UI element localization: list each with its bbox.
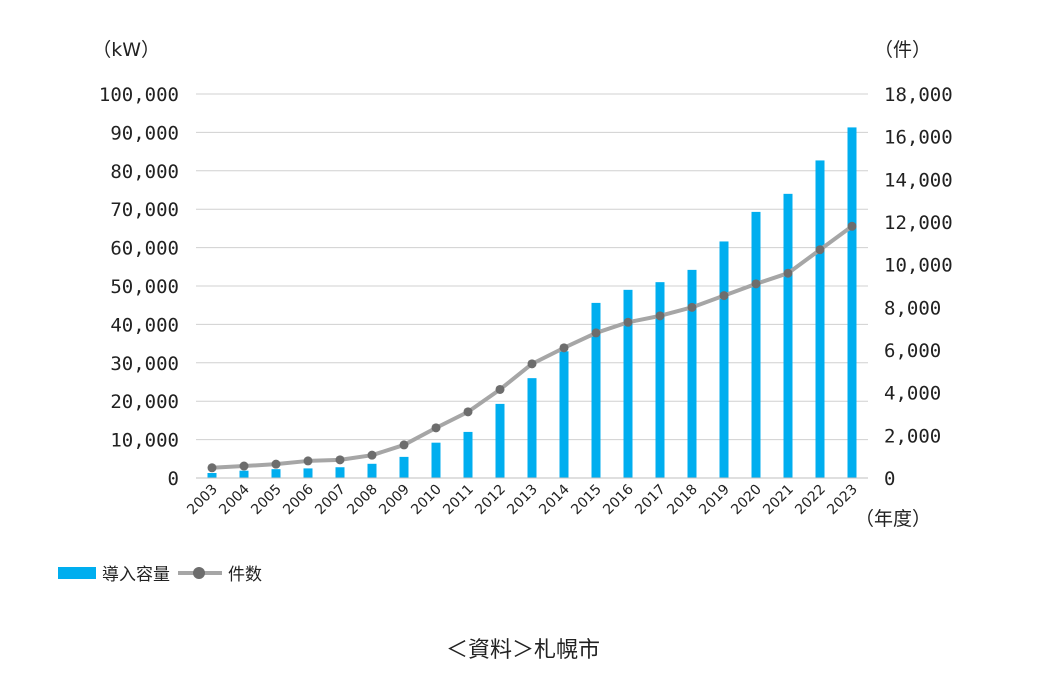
- line-point: [527, 359, 537, 369]
- line-point: [655, 311, 665, 321]
- line-point: [815, 245, 825, 255]
- right-tick-label: 8,000: [884, 297, 941, 319]
- bar: [591, 302, 601, 478]
- left-tick-label: 10,000: [110, 430, 179, 452]
- line-point: [719, 291, 729, 301]
- x-tick-label: 2014: [536, 481, 573, 518]
- bar: [463, 431, 473, 478]
- bar-series: [207, 127, 857, 479]
- x-tick-label: 2021: [760, 482, 797, 519]
- bar: [303, 468, 313, 478]
- line-point: [335, 455, 345, 465]
- right-tick-label: 4,000: [884, 383, 941, 405]
- line-point: [495, 384, 505, 394]
- bar: [431, 442, 441, 478]
- left-tick-label: 90,000: [110, 122, 179, 144]
- x-tick-label: 2017: [632, 482, 669, 519]
- left-tick-label: 100,000: [99, 84, 179, 106]
- right-tick-label: 14,000: [884, 169, 953, 191]
- line-point: [559, 343, 569, 353]
- bar: [847, 127, 857, 479]
- line-point: [239, 461, 249, 471]
- line-point: [751, 279, 761, 289]
- x-tick-label: 2009: [376, 482, 413, 519]
- x-tick-label: 2007: [312, 482, 349, 519]
- bar: [271, 469, 281, 478]
- left-tick-label: 0: [168, 468, 179, 490]
- x-tick-label: 2004: [216, 481, 253, 518]
- x-tick-label: 2010: [408, 482, 445, 519]
- legend-bar-swatch: [58, 566, 96, 579]
- line-point: [623, 317, 633, 327]
- legend-line-label: 件数: [228, 565, 262, 585]
- bar: [367, 463, 377, 478]
- bar: [527, 378, 537, 478]
- right-axis-unit: （件）: [874, 39, 931, 61]
- right-tick-label: 12,000: [884, 212, 953, 234]
- x-tick-label: 2020: [728, 482, 765, 519]
- x-axis-unit: （年度）: [855, 508, 931, 530]
- right-tick-label: 6,000: [884, 340, 941, 362]
- line-point: [783, 268, 793, 278]
- line-point: [847, 221, 857, 231]
- bar: [335, 467, 345, 478]
- chart: 100,000 90,000 80,000 70,000 60,000 50,000 40,…: [92, 39, 953, 530]
- x-tick-label: 2015: [568, 482, 605, 519]
- source-caption: ＜資料＞札幌市: [445, 638, 600, 663]
- line-series: [207, 221, 857, 473]
- bar: [655, 282, 665, 478]
- bar: [495, 403, 505, 478]
- line-point: [207, 463, 217, 473]
- left-axis: 100,000 90,000 80,000 70,000 60,000 50,000 40,…: [99, 84, 179, 490]
- legend-bar-label: 導入容量: [102, 565, 170, 585]
- bar: [239, 470, 249, 478]
- x-tick-label: 2012: [472, 482, 509, 519]
- line-point: [463, 407, 473, 417]
- left-tick-label: 80,000: [110, 161, 179, 183]
- left-tick-label: 70,000: [110, 199, 179, 221]
- x-tick-label: 2016: [600, 481, 637, 518]
- x-tick-label: 2013: [504, 482, 541, 519]
- line-point: [303, 456, 313, 466]
- line-point: [367, 450, 377, 460]
- left-tick-label: 20,000: [110, 391, 179, 413]
- bar: [623, 289, 633, 478]
- right-tick-label: 16,000: [884, 127, 953, 149]
- line-point: [687, 302, 697, 312]
- x-tick-label: 2005: [248, 482, 285, 519]
- x-axis: 2003200420052006200720082009201020112012…: [184, 477, 868, 519]
- bar: [207, 473, 217, 478]
- line-point: [431, 423, 441, 433]
- x-tick-label: 2008: [344, 482, 381, 519]
- right-tick-label: 2,000: [884, 425, 941, 447]
- right-axis: 18,000 16,000 14,000 12,000 10,000 8,000 6,000…: [884, 84, 953, 490]
- left-tick-label: 40,000: [110, 314, 179, 336]
- bar: [559, 351, 569, 478]
- legend-line-swatch: [178, 566, 222, 579]
- right-tick-label: 10,000: [884, 255, 953, 277]
- right-tick-label: 0: [884, 468, 895, 490]
- left-axis-unit: （kW）: [92, 39, 160, 61]
- x-tick-label: 2011: [440, 482, 477, 519]
- x-tick-label: 2003: [184, 482, 221, 519]
- line-point: [271, 459, 281, 469]
- right-tick-label: 18,000: [884, 84, 953, 106]
- bar: [751, 211, 761, 478]
- bar: [783, 193, 793, 478]
- left-tick-label: 60,000: [110, 238, 179, 260]
- line-point: [399, 440, 409, 450]
- bar: [815, 160, 825, 478]
- x-tick-label: 2022: [792, 482, 829, 519]
- bar: [399, 456, 409, 478]
- x-tick-label: 2019: [696, 482, 733, 519]
- line-point: [591, 328, 601, 338]
- bar: [719, 241, 729, 478]
- legend: 導入容量 件数: [58, 560, 262, 585]
- left-tick-label: 50,000: [110, 276, 179, 298]
- x-tick-label: 2006: [280, 481, 317, 518]
- bar: [687, 269, 697, 478]
- x-tick-label: 2018: [664, 482, 701, 519]
- left-tick-label: 30,000: [110, 353, 179, 375]
